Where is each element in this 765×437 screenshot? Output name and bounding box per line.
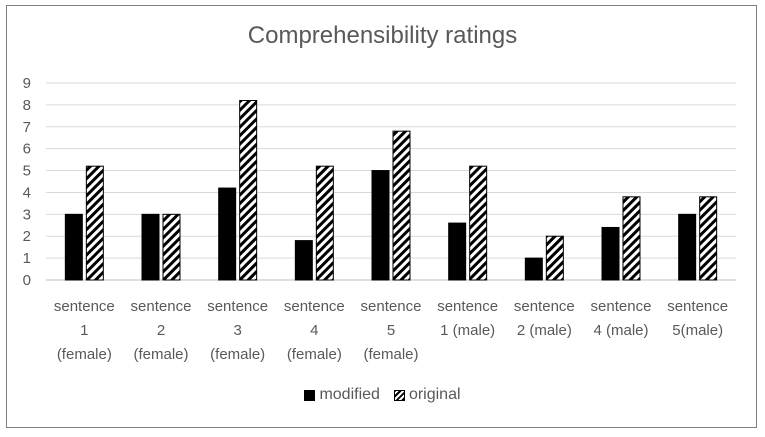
bar-modified [218,187,237,281]
legend-swatch-modified [304,389,316,401]
bar-modified [294,240,313,281]
bar-original [699,196,718,281]
x-tick-label: 4 (male) [593,322,648,339]
bar-modified [141,213,160,281]
x-tick-label: sentence [591,298,652,315]
bar-modified [371,170,390,281]
chart-title: Comprehensibility ratings [247,22,518,49]
y-tick-label: 9 [23,75,31,92]
bar-original [469,165,488,281]
legend-item-modified: modified [304,386,380,404]
bar-original [545,235,564,281]
x-tick-label: 2 [157,322,165,339]
x-tick-label: sentence [667,298,728,315]
x-tick-label: 4 [310,322,318,339]
x-tick-label: sentence [514,298,575,315]
y-tick-label: 4 [23,184,31,201]
bar-original [392,130,411,281]
y-tick-label: 8 [23,97,31,114]
x-tick-label: 3 [233,322,241,339]
x-tick-label: 2 (male) [517,322,572,339]
y-tick-label: 2 [23,228,31,245]
x-tick-label: 5 [387,322,395,339]
bar-original [622,196,641,281]
y-tick-label: 6 [23,141,31,158]
gridlines [46,82,736,281]
x-tick-label: sentence [284,298,345,315]
bar-original [239,100,258,281]
y-axis-ticks: 0 1 2 3 4 5 6 7 8 9 [23,75,31,289]
legend-label-original: original [408,386,461,403]
y-tick-label: 7 [23,119,31,136]
x-tick-label: 5(male) [672,322,723,339]
bar-modified [448,222,467,281]
bars [64,100,718,281]
x-tick-label: sentence [131,298,192,315]
bar-modified [601,226,620,281]
bar-modified [524,257,543,281]
x-tick-label: sentence [361,298,422,315]
y-tick-label: 1 [23,250,31,267]
x-tick-label: (female) [57,346,112,363]
x-tick-label: (female) [133,346,188,363]
x-tick-label: sentence [437,298,498,315]
y-tick-label: 0 [23,272,31,289]
x-tick-label: sentence [54,298,115,315]
legend-swatch-original [393,389,405,401]
bar-modified [678,213,697,281]
x-tick-label: (female) [287,346,342,363]
legend-label-modified: modified [319,386,380,403]
bar-original [315,165,334,281]
y-tick-label: 5 [23,163,31,180]
x-tick-label: (female) [210,346,265,363]
x-tick-label: 1 (male) [440,322,495,339]
bar-original [85,165,104,281]
legend: modified original [0,386,765,404]
bar-original [162,213,181,281]
y-tick-label: 3 [23,206,31,223]
x-tick-label: 1 [80,322,88,339]
bar-modified [64,213,83,281]
x-tick-label: (female) [363,346,418,363]
legend-item-original: original [393,386,461,404]
x-tick-label: sentence [207,298,268,315]
x-axis-labels: sentence 1 (female) sentence 2 (female) senten… [54,298,728,363]
